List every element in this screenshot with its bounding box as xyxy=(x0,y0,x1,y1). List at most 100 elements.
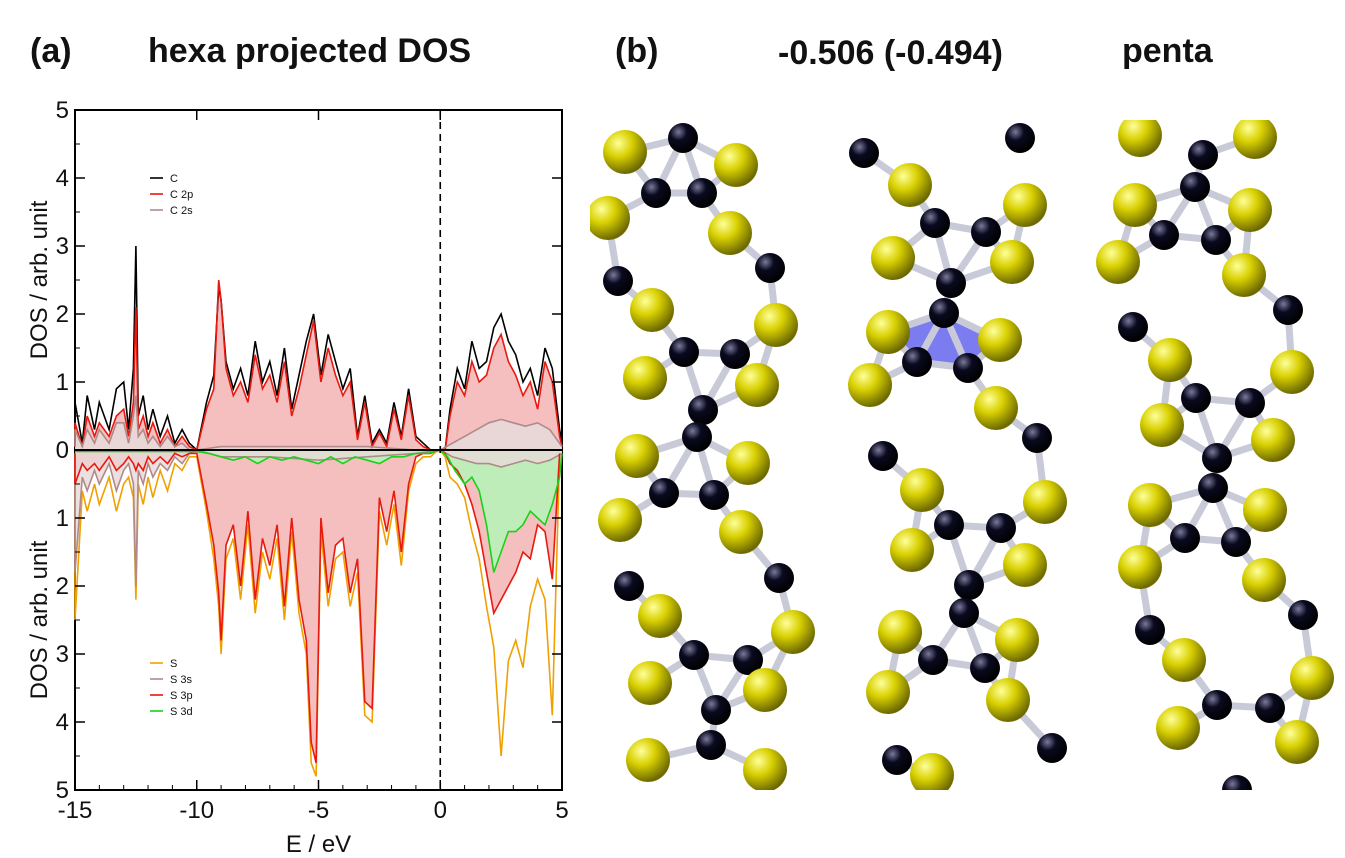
bond xyxy=(960,609,1021,644)
bond xyxy=(660,433,701,497)
bond xyxy=(1008,201,1029,266)
bond xyxy=(1240,271,1292,314)
legend-entry-bottom: S 3d xyxy=(170,706,193,718)
series-bottom-s-3s xyxy=(74,449,563,587)
s3p-fill xyxy=(75,450,560,763)
carbon-atom xyxy=(641,178,671,208)
bond xyxy=(644,741,715,764)
bond xyxy=(731,350,761,389)
carbon-atom xyxy=(986,513,1016,543)
bond xyxy=(893,756,936,779)
carbon-atom xyxy=(1149,220,1179,250)
y-tick-label-bottom: 4 xyxy=(56,709,69,736)
bond xyxy=(698,189,734,237)
bond xyxy=(766,264,780,329)
bond xyxy=(940,309,972,372)
bond xyxy=(960,581,973,617)
bond xyxy=(660,489,718,499)
bond xyxy=(1158,394,1200,429)
sulfur-atom xyxy=(771,610,815,654)
bond xyxy=(1033,434,1049,506)
bond xyxy=(712,656,752,714)
sulfur-atom xyxy=(1118,545,1162,589)
bond xyxy=(625,582,664,620)
carbon-atom xyxy=(701,695,731,725)
bond xyxy=(884,328,921,366)
bond xyxy=(945,521,973,589)
series-top-c xyxy=(74,245,563,452)
sulfur-atom xyxy=(1003,543,1047,587)
dos-chart: -15 -10 -5 0 5 0 1 2 3 4 5 1 2 3 4 5 E / eV DOS / arb. un… xyxy=(26,97,569,858)
legend-entry-bottom: S xyxy=(170,658,177,670)
carbon-atom xyxy=(1202,690,1232,720)
carbon-atom xyxy=(970,653,1000,683)
bond xyxy=(1299,611,1316,682)
bond xyxy=(1266,704,1301,746)
sulfur-atom xyxy=(615,434,659,478)
bond xyxy=(1131,183,1199,209)
bond xyxy=(1191,183,1220,244)
bond xyxy=(1181,484,1217,542)
panel-b-label: (b) xyxy=(615,32,659,70)
bond xyxy=(908,521,953,554)
sulfur-atom xyxy=(726,441,770,485)
carbon-atom xyxy=(918,645,948,675)
y-tick-label-bottom: 3 xyxy=(56,641,69,668)
carbon-atom xyxy=(1170,523,1200,553)
y-axis-title-top: DOS / arb. unit xyxy=(26,200,53,359)
carbon-atom xyxy=(1188,140,1218,170)
carbon-atom xyxy=(920,208,950,238)
carbon-atom xyxy=(936,268,966,298)
bond xyxy=(693,406,707,441)
bond xyxy=(1131,201,1168,239)
sulfur-atom xyxy=(603,130,647,174)
sulfur-atom xyxy=(743,748,787,790)
y-axis-title-bottom: DOS / arb. unit xyxy=(26,540,53,699)
sulfur-atom xyxy=(628,661,672,705)
bond xyxy=(1160,231,1220,244)
carbon-atom xyxy=(764,563,794,593)
bond xyxy=(1180,656,1221,709)
y-tick-label-top: 4 xyxy=(56,165,69,192)
bond xyxy=(1199,133,1259,159)
bond xyxy=(726,229,774,272)
bond xyxy=(906,181,939,227)
sulfur-atom xyxy=(1270,350,1314,394)
bond xyxy=(866,358,921,389)
sulfur-atom xyxy=(910,753,954,790)
bond xyxy=(889,219,939,262)
bond xyxy=(884,656,937,696)
bond xyxy=(997,524,1029,569)
carbon-atom xyxy=(1022,423,1052,453)
carbon-atom xyxy=(1235,388,1265,418)
bond xyxy=(1191,151,1207,191)
sulfur-atom xyxy=(598,498,642,542)
sulfur-atom xyxy=(1023,480,1067,524)
carbon-atom xyxy=(1201,225,1231,255)
bond xyxy=(947,258,1016,287)
sulfur-atom xyxy=(866,310,910,354)
carbon-atom xyxy=(679,640,709,670)
x-tick-label: 0 xyxy=(434,797,447,824)
bond xyxy=(614,277,656,314)
bond xyxy=(1146,484,1217,509)
bond xyxy=(753,321,780,389)
bond xyxy=(1212,206,1254,244)
sulfur-atom xyxy=(1251,418,1295,462)
carbon-atom xyxy=(668,123,698,153)
bond xyxy=(646,651,698,687)
carbon-atom xyxy=(954,570,984,600)
x-tick-label: 5 xyxy=(555,797,568,824)
carbon-atom xyxy=(902,347,932,377)
bond xyxy=(981,664,1012,704)
bond xyxy=(604,189,660,222)
bond xyxy=(690,651,752,664)
carbon-atom xyxy=(649,478,679,508)
bond xyxy=(1209,484,1269,514)
bond xyxy=(1266,674,1316,712)
carbon-atom xyxy=(1181,383,1211,413)
bond xyxy=(693,433,752,467)
bond xyxy=(931,219,990,236)
sulfur-atom xyxy=(888,163,932,207)
bond xyxy=(1246,399,1277,444)
